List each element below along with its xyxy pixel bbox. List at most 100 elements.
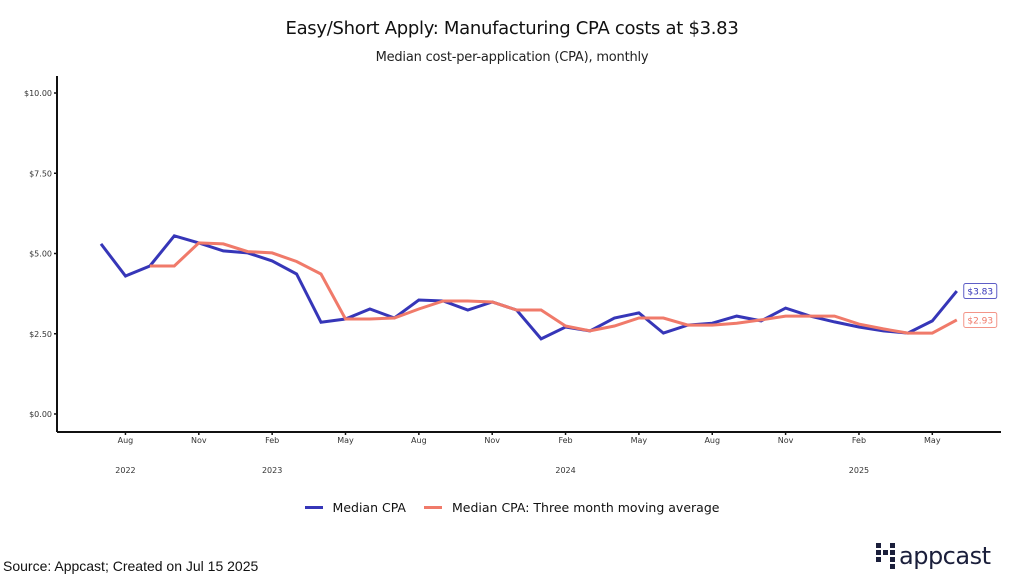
data-point-moving-average [222,242,225,245]
appcast-logo: appcast [876,543,991,569]
data-point-moving-average [246,250,249,253]
data-point-moving-average [466,300,469,303]
data-point-median [833,320,836,323]
data-point-median [955,290,958,293]
logo-text: appcast [899,542,991,570]
data-point-moving-average [833,315,836,318]
data-point-moving-average [735,322,738,325]
data-point-moving-average [368,317,371,320]
source-note: Source: Appcast; Created on Jul 15 2025 [3,558,259,574]
data-point-moving-average [393,317,396,320]
end-label-box [963,311,998,328]
data-point-moving-average [613,325,616,328]
data-point-median [613,317,616,320]
data-point-moving-average [931,332,934,335]
x-tick-label: May [337,436,354,445]
end-label-text: $3.83 [967,288,993,298]
y-tick-label: $2.50 [29,330,52,339]
data-point-moving-average [344,317,347,320]
data-point-moving-average [662,317,665,320]
data-point-moving-average [882,327,885,330]
data-point-median [784,307,787,310]
data-point-moving-average [148,265,151,268]
data-point-moving-average [637,317,640,320]
x-tick-label: Feb [558,436,572,445]
legend-label-moving-average: Median CPA: Three month moving average [452,500,720,515]
data-point-median [222,249,225,252]
x-tick-label: Aug [118,436,134,445]
data-point-moving-average [784,315,787,318]
y-axis: $0.00 $2.50 $5.00 $7.50 $10.00 [24,76,58,432]
series-layer [99,234,958,341]
y-tick-label: $10.00 [24,89,52,98]
legend-item-median: Median CPA [304,500,406,515]
x-tick-label: Feb [852,436,866,445]
legend-swatch-median [304,506,323,509]
x-tick-label: Feb [265,436,279,445]
legend: Median CPA Median CPA: Three month movin… [0,500,1024,515]
x-tick-label: May [924,436,941,445]
x-year-label: 2025 [849,466,869,475]
legend-label-median: Median CPA [332,500,406,515]
data-point-moving-average [320,273,323,276]
y-tick-label: $7.50 [29,169,52,178]
end-label-moving-average: $2.93 [963,311,998,328]
data-point-moving-average [760,318,763,321]
data-point-moving-average [589,329,592,332]
data-point-moving-average [491,300,494,303]
data-point-moving-average [295,260,298,263]
data-point-moving-average [686,324,689,327]
data-point-median [320,321,323,324]
x-year-label: 2023 [262,466,282,475]
end-labels: $3.83 $2.93 [963,283,998,328]
data-point-moving-average [711,324,714,327]
data-point-moving-average [197,241,200,244]
data-point-moving-average [271,251,274,254]
data-point-moving-average [442,300,445,303]
x-tick-label: May [631,436,648,445]
data-point-median [931,319,934,322]
data-point-median [735,315,738,318]
data-point-median [271,259,274,262]
x-tick-label: Nov [778,436,794,445]
series-line-moving-average [149,241,958,335]
logo-dots-icon [876,543,895,569]
x-year-label: 2024 [555,466,575,475]
y-tick-label: $0.00 [29,410,52,419]
end-label-median: $3.83 [963,283,998,300]
data-point-median [662,332,665,335]
chart-subtitle: Median cost-per-application (CPA), month… [375,50,649,65]
legend-item-moving-average: Median CPA: Three month moving average [424,500,719,515]
data-point-median [124,274,127,277]
data-point-median [637,311,640,314]
data-point-median [368,308,371,311]
end-label-text: $2.93 [967,316,993,326]
legend-swatch-moving-average [424,506,442,509]
x-tick-label: Aug [411,436,427,445]
data-point-moving-average [564,325,567,328]
data-point-moving-average [906,332,909,335]
data-point-median [100,242,103,245]
series-line-median [99,234,958,341]
data-point-moving-average [173,265,176,268]
data-point-moving-average [857,323,860,326]
data-point-moving-average [515,308,518,311]
data-point-median [173,234,176,237]
end-label-box [963,283,998,300]
chart-title: Easy/Short Apply: Manufacturing CPA cost… [285,18,739,39]
data-point-median [857,326,860,329]
x-axis: Aug 2022 Nov Feb 2023 May Aug Nov Feb 2024 May Aug N… [57,431,1001,475]
data-point-moving-average [540,308,543,311]
data-point-median [466,308,469,311]
data-point-median [417,299,420,302]
x-tick-label: Aug [704,436,720,445]
data-point-median [540,337,543,340]
x-tick-label: Nov [484,436,500,445]
data-point-moving-average [809,315,812,318]
data-point-moving-average [955,318,958,321]
data-point-median [295,273,298,276]
y-tick-label: $5.00 [29,250,52,259]
x-tick-label: Nov [191,436,207,445]
data-point-moving-average [417,308,420,311]
